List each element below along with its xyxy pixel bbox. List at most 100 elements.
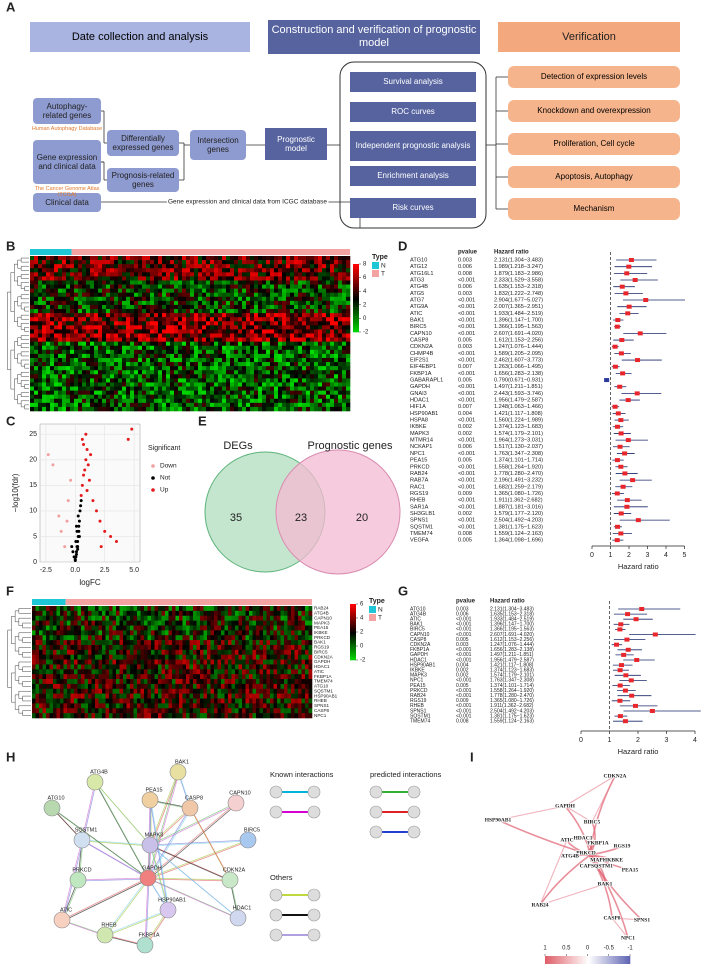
- heatmap-cell: [234, 362, 239, 367]
- heatmap-cell: [224, 688, 229, 694]
- heatmap-cell: [242, 625, 246, 631]
- heatmap-cell: [126, 606, 131, 612]
- heatmap-cell: [346, 386, 351, 391]
- heatmap-cell: [346, 284, 351, 289]
- heatmap-cell: [142, 292, 147, 298]
- heatmap-cell: [270, 378, 275, 383]
- heatmap-cell: [234, 333, 239, 338]
- heatmap-cell: [310, 280, 315, 285]
- heatmap-cell: [259, 635, 264, 641]
- heatmap-cell: [231, 683, 236, 690]
- heatmap-cell: [70, 390, 75, 395]
- heatmap-cell: [30, 264, 35, 269]
- heatmap-cell: [202, 260, 207, 265]
- heatmap-cell: [286, 357, 291, 363]
- heatmap-cell: [98, 713, 103, 719]
- heatmap-cell: [218, 345, 223, 351]
- heatmap-cell: [119, 630, 124, 636]
- heatmap-cell: [62, 337, 67, 342]
- heatmap-cell: [58, 313, 63, 318]
- heatmap-cell: [67, 664, 71, 670]
- heatmap-cell: [134, 304, 139, 310]
- heatmap-cell: [306, 398, 311, 404]
- heatmap-cell: [168, 659, 173, 665]
- heatmap-cell: [109, 698, 113, 704]
- heatmap-cell: [346, 264, 351, 269]
- heatmap-cell: [308, 664, 313, 670]
- heatmap-cell: [322, 370, 327, 375]
- heatmap-cell: [290, 333, 295, 338]
- heatmap-cell: [90, 345, 95, 351]
- heatmap-cell: [60, 620, 64, 626]
- heatmap-cell: [318, 349, 323, 355]
- heatmap-cell: [70, 615, 75, 621]
- heatmap-cell: [74, 337, 79, 342]
- heatmap-cell: [231, 674, 236, 680]
- heatmap-cell: [161, 640, 166, 646]
- heatmap-cell: [346, 374, 351, 379]
- heatmap-cell: [94, 300, 99, 306]
- heatmap-cell: [308, 708, 313, 714]
- heatmap-cell: [235, 640, 239, 646]
- heatmap-cell: [74, 292, 79, 298]
- heatmap-cell: [305, 644, 309, 651]
- heatmap-cell: [235, 688, 239, 694]
- heatmap-cell: [186, 703, 190, 709]
- heatmap-cell: [334, 406, 339, 412]
- heatmap-cell: [38, 362, 43, 367]
- heatmap-cell: [242, 341, 247, 347]
- heatmap-cell: [165, 644, 169, 651]
- heatmap-cell: [302, 386, 307, 391]
- heatmap-cell: [252, 698, 257, 704]
- heatmap-cell: [270, 296, 275, 302]
- heatmap-cell: [252, 625, 257, 631]
- heatmap-cell: [78, 304, 83, 310]
- heatmap-cell: [119, 674, 124, 680]
- heatmap-cell: [318, 390, 323, 395]
- heatmap-cell: [224, 625, 229, 631]
- heatmap-cell: [186, 341, 191, 347]
- heatmap-cell: [280, 635, 285, 641]
- heatmap-cell: [306, 394, 311, 400]
- heatmap-cell: [178, 382, 183, 387]
- heatmap-cell: [266, 374, 271, 379]
- heatmap-cell: [30, 329, 35, 334]
- heatmap-cell: [249, 620, 253, 626]
- heatmap-cell: [134, 317, 139, 322]
- heatmap-cell: [218, 268, 223, 273]
- heatmap-cell: [84, 683, 89, 690]
- heatmap-cell: [116, 649, 120, 655]
- heatmap-cell: [318, 378, 323, 383]
- heatmap-cell: [262, 272, 267, 277]
- heatmap-cell: [256, 654, 260, 660]
- heatmap-cell: [198, 362, 203, 367]
- heatmap-cell: [110, 394, 115, 400]
- heatmap-cell: [287, 659, 292, 665]
- heatmap-cell: [306, 402, 311, 408]
- heatmap-cell: [306, 325, 311, 330]
- heatmap-cell: [42, 321, 47, 326]
- heatmap-cell: [102, 292, 107, 298]
- heatmap-cell: [198, 370, 203, 375]
- heatmap-cell: [38, 304, 43, 310]
- heatmap-cell: [330, 288, 335, 294]
- heatmap-cell: [86, 325, 91, 330]
- heatmap-cell: [200, 674, 204, 680]
- heatmap-cell: [102, 620, 106, 626]
- heatmap-cell: [210, 309, 215, 314]
- heatmap-cell: [330, 386, 335, 391]
- heatmap-cell: [91, 644, 96, 651]
- heatmap-cell: [158, 345, 163, 351]
- heatmap-cell: [98, 264, 103, 269]
- heatmap-cell: [140, 669, 145, 675]
- heatmap-cell: [112, 693, 117, 699]
- heatmap-cell: [116, 703, 120, 709]
- heatmap-cell: [217, 683, 222, 690]
- heatmap-cell: [280, 708, 285, 714]
- heatmap-cell: [266, 321, 271, 326]
- heatmap-cell: [138, 370, 143, 375]
- heatmap-cell: [38, 398, 43, 404]
- heatmap-cell: [306, 321, 311, 326]
- heatmap-cell: [250, 325, 255, 330]
- heatmap-cell: [230, 325, 235, 330]
